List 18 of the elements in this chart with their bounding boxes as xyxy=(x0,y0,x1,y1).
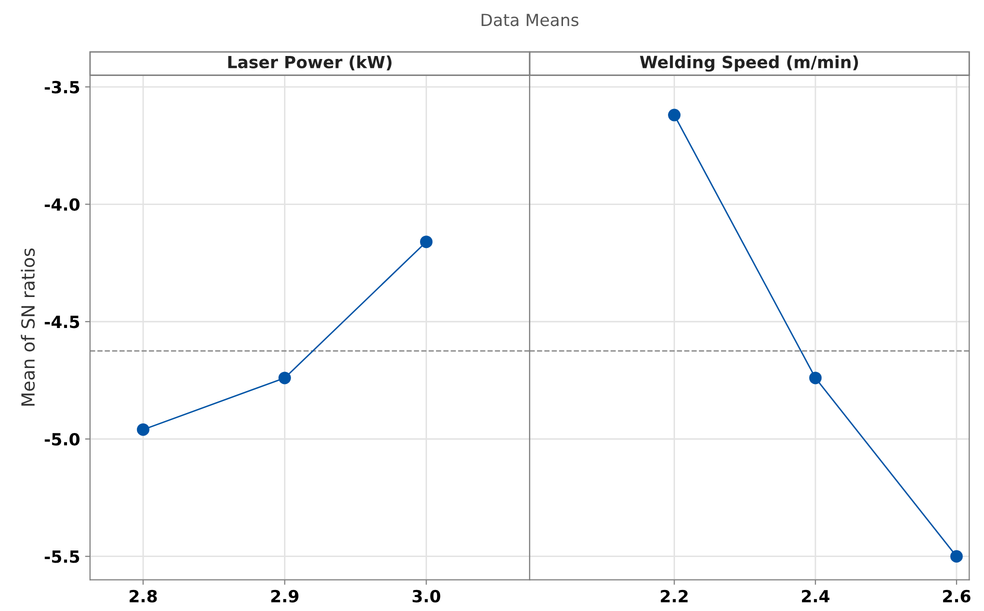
y-tick-label: -4.0 xyxy=(44,198,80,211)
x-tick-label: 2.2 xyxy=(660,590,688,602)
x-tick-label: 2.8 xyxy=(130,590,157,602)
chart-title: Data Means xyxy=(482,14,578,26)
x-tick-label: 2.9 xyxy=(271,590,298,602)
point xyxy=(278,372,291,384)
y-tick-label: -3.5 xyxy=(44,80,80,94)
x-tick-label: 2.4 xyxy=(802,590,830,602)
x-tick-label: 3.0 xyxy=(412,590,440,602)
x-tick-label: 2.6 xyxy=(943,590,970,602)
point xyxy=(420,236,433,248)
y-tick-label: -5.5 xyxy=(44,550,80,563)
point xyxy=(136,423,150,436)
y-tick-label: -4.5 xyxy=(44,316,80,328)
chart-subtitle: Laser Power (kW) xyxy=(228,55,392,70)
chart-subtitle: Welding Speed (m/min) xyxy=(640,55,858,72)
y-axis-title: Mean of SN ratios xyxy=(20,248,35,406)
y-tick-label: -5.0 xyxy=(44,432,80,446)
